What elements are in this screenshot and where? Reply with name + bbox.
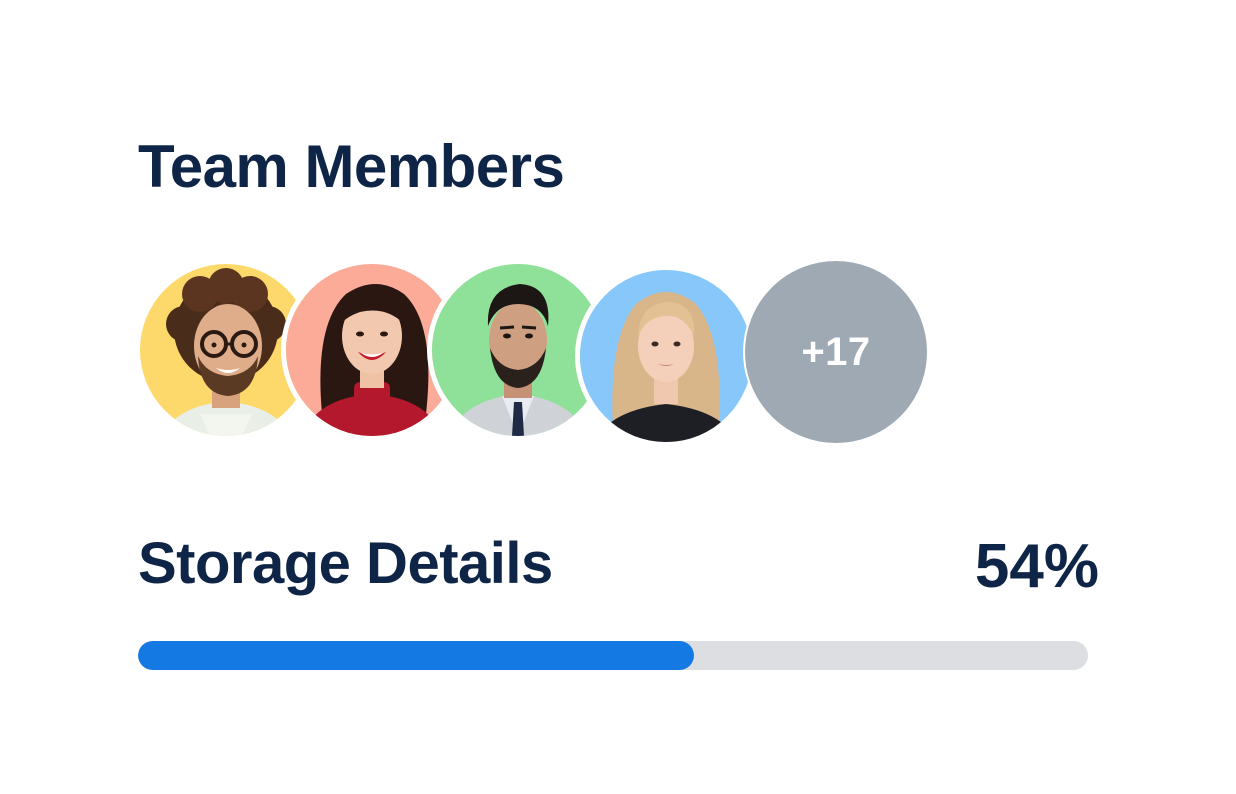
storage-progress-bar [138, 641, 1088, 670]
member-avatar-1[interactable] [135, 259, 317, 441]
team-avatar-group[interactable]: +17 [135, 259, 935, 447]
smiling-woman-dark-hair-avatar-icon [286, 264, 458, 436]
storage-percent-label: 54% [974, 532, 1099, 601]
more-members-badge[interactable]: +17 [743, 259, 929, 445]
storage-details-title: Storage Details [138, 531, 553, 596]
more-members-count: +17 [801, 329, 871, 374]
member-avatar-4[interactable] [575, 265, 757, 447]
member-avatar-2[interactable] [281, 259, 463, 441]
blonde-woman-avatar-icon [580, 270, 752, 442]
storage-progress-fill [138, 641, 694, 670]
team-members-title: Team Members [138, 133, 565, 200]
curly-haired-man-with-glasses-avatar-icon [140, 264, 312, 436]
